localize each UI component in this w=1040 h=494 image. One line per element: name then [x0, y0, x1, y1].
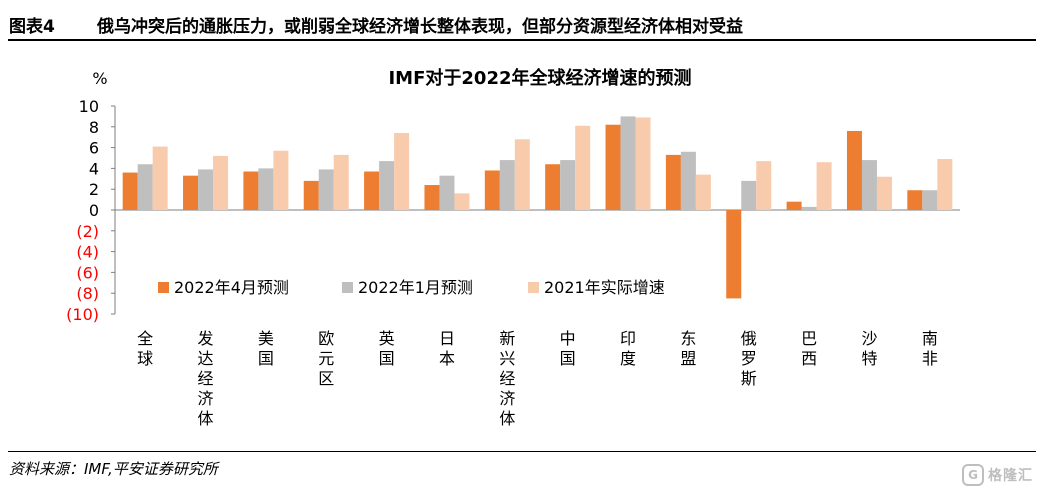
bar-jan2022 — [680, 151, 696, 210]
x-category-label: 发达经济体 — [198, 329, 214, 428]
x-category-label: 南非 — [922, 329, 938, 368]
chart-title: IMF对于2022年全球经济增速的预测 — [388, 67, 691, 89]
legend-label: 2022年1月预测 — [358, 278, 473, 297]
bar-actual2021 — [152, 146, 168, 210]
bar-jan2022 — [741, 180, 757, 210]
bar-actual2021 — [816, 162, 832, 210]
bar-actual2021 — [333, 154, 349, 210]
bar-apr2022 — [846, 130, 862, 210]
bar-apr2022 — [907, 190, 923, 210]
x-category-label: 中国 — [560, 329, 576, 368]
bar-apr2022 — [605, 124, 621, 210]
legend-label: 2022年4月预测 — [174, 278, 289, 297]
y-tick-label: (8) — [76, 284, 99, 303]
bar-actual2021 — [454, 193, 470, 210]
x-category-label: 巴西 — [801, 329, 817, 368]
bar-actual2021 — [213, 155, 229, 210]
y-tick-label: 8 — [89, 118, 99, 137]
figure-title: 俄乌冲突后的通胀压力，或削弱全球经济增长整体表现，但部分资源型经济体相对受益 — [97, 17, 743, 37]
bar-jan2022 — [439, 175, 455, 210]
bar-apr2022 — [545, 164, 561, 210]
bar-apr2022 — [665, 154, 681, 210]
x-category-label: 日本 — [439, 329, 455, 368]
y-tick-label: (2) — [76, 222, 99, 241]
header-rule — [8, 39, 1036, 41]
bar-actual2021 — [514, 139, 530, 210]
source-note: 资料来源：IMF,平安证券研究所 — [9, 460, 218, 478]
bar-actual2021 — [695, 174, 711, 210]
legend-swatch — [528, 282, 539, 293]
y-tick-label: (10) — [66, 305, 99, 324]
x-category-label: 新兴经济体 — [499, 329, 515, 428]
bar-actual2021 — [273, 150, 289, 210]
bar-apr2022 — [122, 172, 138, 210]
bar-apr2022 — [303, 180, 319, 210]
bar-jan2022 — [861, 160, 877, 210]
y-tick-label: (6) — [76, 263, 99, 282]
x-category-label: 英国 — [379, 329, 395, 368]
watermark: G 格隆汇 — [962, 462, 1036, 488]
bar-jan2022 — [137, 164, 153, 210]
bar-jan2022 — [499, 160, 515, 210]
y-tick-label: (4) — [76, 243, 99, 262]
bar-jan2022 — [801, 206, 817, 210]
watermark-logo-icon: G — [962, 464, 984, 486]
x-category-label: 全球 — [137, 329, 153, 368]
figure-label: 图表4 — [9, 17, 55, 37]
chart-bars — [122, 116, 953, 299]
x-category-label: 印度 — [620, 329, 636, 368]
bar-apr2022 — [424, 185, 440, 210]
watermark-text: 格隆汇 — [988, 468, 1033, 484]
bar-actual2021 — [635, 117, 651, 210]
bar-jan2022 — [560, 160, 576, 210]
y-unit-label: % — [92, 69, 107, 88]
bar-apr2022 — [183, 175, 199, 210]
y-tick-label: 2 — [89, 180, 99, 199]
y-tick-label: 6 — [89, 139, 99, 158]
footer-rule — [8, 451, 1036, 452]
y-tick-label: 0 — [89, 201, 99, 220]
y-tick-label: 4 — [89, 159, 99, 178]
bar-actual2021 — [756, 161, 772, 210]
bar-jan2022 — [379, 161, 395, 210]
bar-apr2022 — [243, 171, 259, 210]
x-category-label: 俄罗斯 — [741, 329, 757, 388]
bar-actual2021 — [394, 133, 410, 210]
legend-label: 2021年实际增速 — [544, 278, 665, 297]
bar-chart: 10 8 64 2 0 (2) (4)(6) (8) (10) 2022年4月预测 2022年1月… — [66, 67, 960, 428]
chart-legend: 2022年4月预测 2022年1月预测 2021年实际增速 — [158, 278, 665, 297]
bar-apr2022 — [726, 210, 742, 299]
bar-jan2022 — [198, 169, 214, 210]
bar-apr2022 — [786, 201, 802, 210]
bar-actual2021 — [575, 125, 591, 210]
bar-actual2021 — [937, 159, 953, 210]
bar-apr2022 — [364, 171, 380, 210]
x-category-label: 沙特 — [861, 329, 877, 368]
bar-jan2022 — [318, 169, 334, 210]
bar-apr2022 — [484, 170, 500, 210]
chart-labels: IMF对于2022年全球经济增速的预测% 全球 发达经济体 美国 欧元区 英国 日本 新兴经济… — [92, 67, 937, 428]
legend-swatch — [342, 282, 353, 293]
bar-actual2021 — [876, 176, 892, 210]
figure-header: 图表4 俄乌冲突后的通胀压力，或削弱全球经济增长整体表现，但部分资源型经济体相对… — [0, 0, 1040, 41]
x-category-label: 欧元区 — [318, 329, 334, 388]
y-tick-label: 10 — [79, 97, 99, 116]
bar-jan2022 — [620, 116, 636, 210]
x-category-label: 东盟 — [680, 329, 696, 368]
x-category-label: 美国 — [258, 329, 274, 368]
bar-jan2022 — [922, 190, 938, 210]
legend-swatch — [158, 282, 169, 293]
bar-jan2022 — [258, 168, 274, 210]
